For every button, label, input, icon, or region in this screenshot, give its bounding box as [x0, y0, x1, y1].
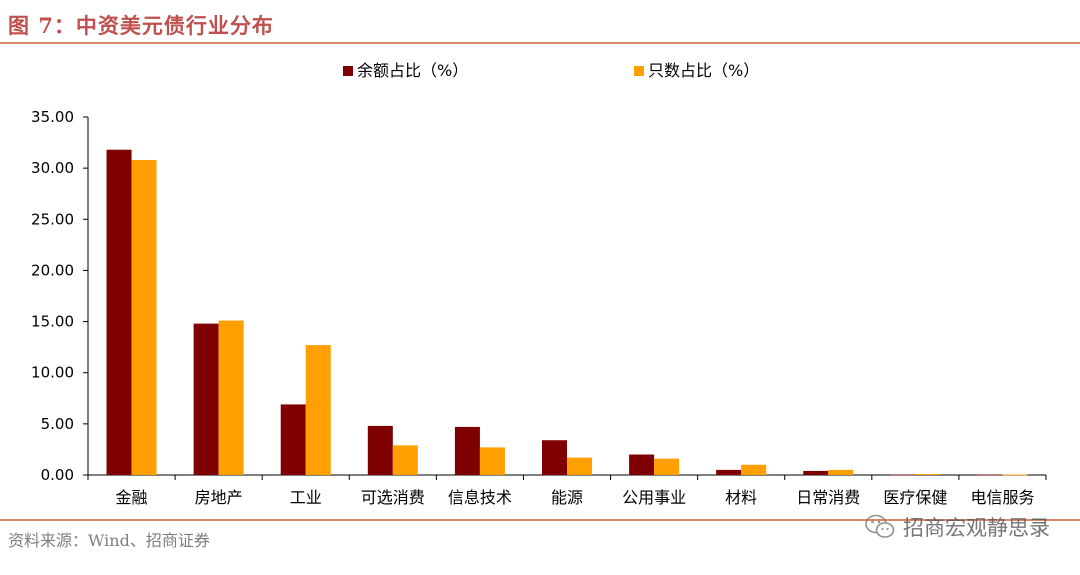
wechat-logo-icon	[865, 514, 895, 538]
bar-count-share	[392, 445, 418, 475]
category-label: 工业	[290, 488, 322, 507]
legend-swatch	[343, 66, 353, 76]
bar-count-share	[479, 447, 505, 475]
bar-count-share	[741, 464, 767, 475]
watermark-text: 招商宏观静思录	[903, 516, 1050, 540]
category-label: 可选消费	[361, 488, 425, 507]
category-label: 日常消费	[796, 488, 860, 507]
legend-label: 余额占比（%）	[357, 61, 468, 80]
category-label: 材料	[725, 488, 757, 507]
category-label: 公用事业	[622, 488, 686, 507]
bar-balance-share	[803, 470, 829, 475]
watermark: 招商宏观静思录	[865, 512, 1050, 542]
bar-count-share	[305, 345, 331, 475]
bar-balance-share	[977, 474, 1003, 476]
category-label: 电信服务	[970, 488, 1034, 507]
bars	[106, 149, 1028, 476]
y-tick-label: 20.00	[31, 261, 74, 279]
bar-count-share	[1002, 474, 1028, 476]
category-label: 能源	[551, 488, 583, 507]
figure-title: 图 7：中资美元债行业分布	[8, 13, 274, 38]
source-note: 资料来源：Wind、招商证券	[8, 531, 210, 550]
bar-balance-share	[542, 440, 567, 475]
x-axis: 金融 房地产 工业 可选消费 信息技术 能源 公用事业 材料 日常消费 医疗保健 电信服务	[87, 474, 1047, 507]
bar-count-share	[131, 159, 157, 475]
bar-balance-share	[106, 149, 132, 475]
y-tick-label: 15.00	[31, 313, 74, 331]
y-axis: 0.00 5.00 10.00 15.00 20.00 25.00 30.00 35.00	[31, 108, 89, 484]
bar-count-share	[567, 457, 592, 475]
bar-balance-share	[890, 474, 916, 476]
chart-legend: 余额占比（%） 只数占比（%）	[343, 61, 759, 80]
bar-count-share	[654, 458, 680, 475]
bar-count-share	[218, 320, 244, 475]
bar-count-share	[915, 473, 941, 475]
bar-count-share	[828, 469, 854, 475]
bar-balance-share	[716, 469, 742, 475]
category-label: 医疗保健	[883, 488, 947, 507]
y-tick-label: 5.00	[41, 415, 74, 433]
title-rule	[0, 42, 1080, 44]
y-tick-label: 35.00	[31, 108, 74, 126]
bar-balance-share	[193, 323, 219, 475]
bar-balance-share	[454, 426, 480, 475]
y-tick-label: 0.00	[41, 466, 74, 484]
bar-balance-share	[367, 425, 393, 475]
y-tick-label: 25.00	[31, 210, 74, 228]
bar-chart: 余额占比（%） 只数占比（%） 0.00 5.00 10.00 15.00 20.00 25…	[31, 61, 1047, 507]
legend-swatch	[634, 66, 644, 76]
category-label: 房地产	[195, 488, 243, 507]
source-rule	[0, 519, 1080, 521]
category-label: 金融	[116, 488, 148, 507]
category-label: 信息技术	[448, 488, 512, 507]
y-tick-label: 10.00	[31, 364, 74, 382]
bar-balance-share	[280, 404, 306, 475]
bar-balance-share	[629, 454, 655, 475]
y-tick-label: 30.00	[31, 159, 74, 177]
legend-label: 只数占比（%）	[648, 61, 759, 80]
